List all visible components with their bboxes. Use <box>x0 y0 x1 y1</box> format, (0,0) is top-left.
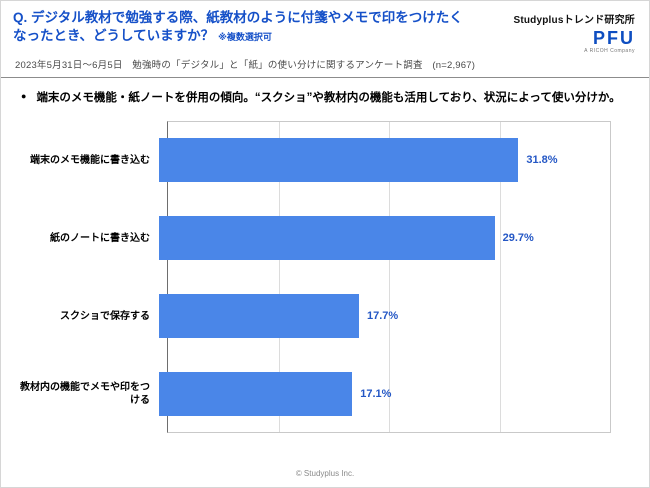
bar <box>159 138 519 182</box>
bar-track: 17.7% <box>159 294 611 338</box>
pfu-logo-tagline: A RICOH Company <box>584 48 635 54</box>
bar-row: 端末のメモ機能に書き込む 31.8% <box>19 138 611 182</box>
multi-select-note: ※複数選択可 <box>218 31 272 42</box>
bar-track: 17.1% <box>159 372 611 416</box>
bar <box>159 372 353 416</box>
bullet-icon: ● <box>21 91 27 101</box>
survey-subtitle: 2023年5月31日〜6月5日 勉強時の「デジタル」と「紙」の使い分けに関するア… <box>15 60 476 71</box>
header: Q. デジタル教材で勉強する際、紙教材のように付箋やメモで印をつけたく なったと… <box>1 1 649 54</box>
question-line1: Q. デジタル教材で勉強する際、紙教材のように付箋やメモで印をつけたく <box>13 10 463 25</box>
org-name: Studyplusトレンド研究所 <box>513 15 635 26</box>
question-line2: なったとき、どうしていますか？ <box>13 27 215 43</box>
gridline-10 <box>278 122 280 432</box>
value-label: 17.7% <box>367 310 399 322</box>
bar-row: 紙のノートに書き込む 29.7% <box>19 216 611 260</box>
bar-row: スクショで保存する 17.7% <box>19 294 611 338</box>
value-label: 17.1% <box>360 388 392 400</box>
value-label: 31.8% <box>526 154 558 166</box>
bar-rows: 端末のメモ機能に書き込む 31.8% 紙のノートに書き込む 29.7% スクショで保存す… <box>19 121 611 433</box>
bar-chart: 端末のメモ機能に書き込む 31.8% 紙のノートに書き込む 29.7% スクショで保存す… <box>19 121 611 433</box>
org-block: Studyplusトレンド研究所 PFU A RICOH Company <box>513 9 635 54</box>
bar <box>159 216 495 260</box>
category-label: 端末のメモ機能に書き込む <box>30 154 150 166</box>
category-label: 教材内の機能でメモや印をつける <box>20 382 150 406</box>
bar-track: 29.7% <box>159 216 611 260</box>
footer-copyright: © Studyplus Inc. <box>295 469 355 478</box>
gridline-30 <box>499 122 501 432</box>
summary-text: 端末のメモ機能・紙ノートを併用の傾向。“スクショ”や教材内の機能も活用しており、… <box>36 92 621 104</box>
header-divider <box>1 77 649 78</box>
gridline-20 <box>389 122 390 432</box>
summary-line: ● 端末のメモ機能・紙ノートを併用の傾向。“スクショ”や教材内の機能も活用してお… <box>1 78 649 105</box>
category-label: スクショで保存する <box>60 310 150 322</box>
value-label: 29.7% <box>502 232 534 244</box>
bar <box>159 294 359 338</box>
pfu-logo: PFU <box>593 28 635 48</box>
question-title: Q. デジタル教材で勉強する際、紙教材のように付箋やメモで印をつけたく なったと… <box>13 9 463 45</box>
category-label: 紙のノートに書き込む <box>50 232 150 244</box>
bar-track: 31.8% <box>159 138 611 182</box>
bar-row: 教材内の機能でメモや印をつける 17.1% <box>19 372 611 416</box>
